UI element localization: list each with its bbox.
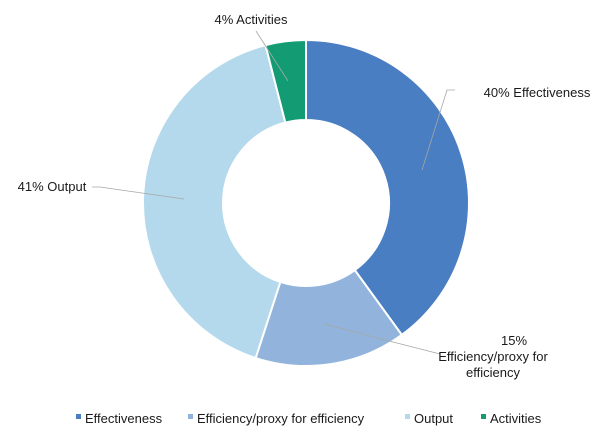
legend-label-efficiency-proxy-for-efficiency: Efficiency/proxy for efficiency [197,411,365,426]
data-label-output: 41% Output [18,179,87,194]
legend-swatch-efficiency-proxy-for-efficiency [188,414,193,419]
data-label-activities: 4% Activities [215,12,288,27]
legend: Effectiveness Efficiency/proxy for effici… [76,411,542,426]
slice-activities [264,38,307,124]
leader-line-efficiency-proxy-for-efficiency [323,323,441,355]
data-label-efficiency-proxy-for-efficiency-line-1: 15% [501,333,527,348]
legend-label-effectiveness: Effectiveness [85,411,163,426]
leader-line-effectiveness [421,89,455,171]
data-label-effectiveness: 40% Effectiveness [484,85,591,100]
leader-line-activities [255,30,289,82]
legend-swatch-output [405,414,410,419]
slice-output [142,43,287,360]
data-label-efficiency-proxy-for-efficiency-line-2: Efficiency/proxy for [438,349,548,364]
legend-label-output: Output [414,411,453,426]
legend-label-activities: Activities [490,411,542,426]
leader-line-output [92,186,185,200]
data-label-efficiency-proxy-for-efficiency-line-3: efficiency [466,365,520,380]
legend-swatch-effectiveness [76,414,81,419]
data-labels: 40% Effectiveness 15%Efficiency/proxy for… [18,12,591,380]
donut-slices [142,38,470,367]
leader-lines [92,30,455,355]
legend-swatch-activities [481,414,486,419]
slice-effectiveness [305,38,470,337]
